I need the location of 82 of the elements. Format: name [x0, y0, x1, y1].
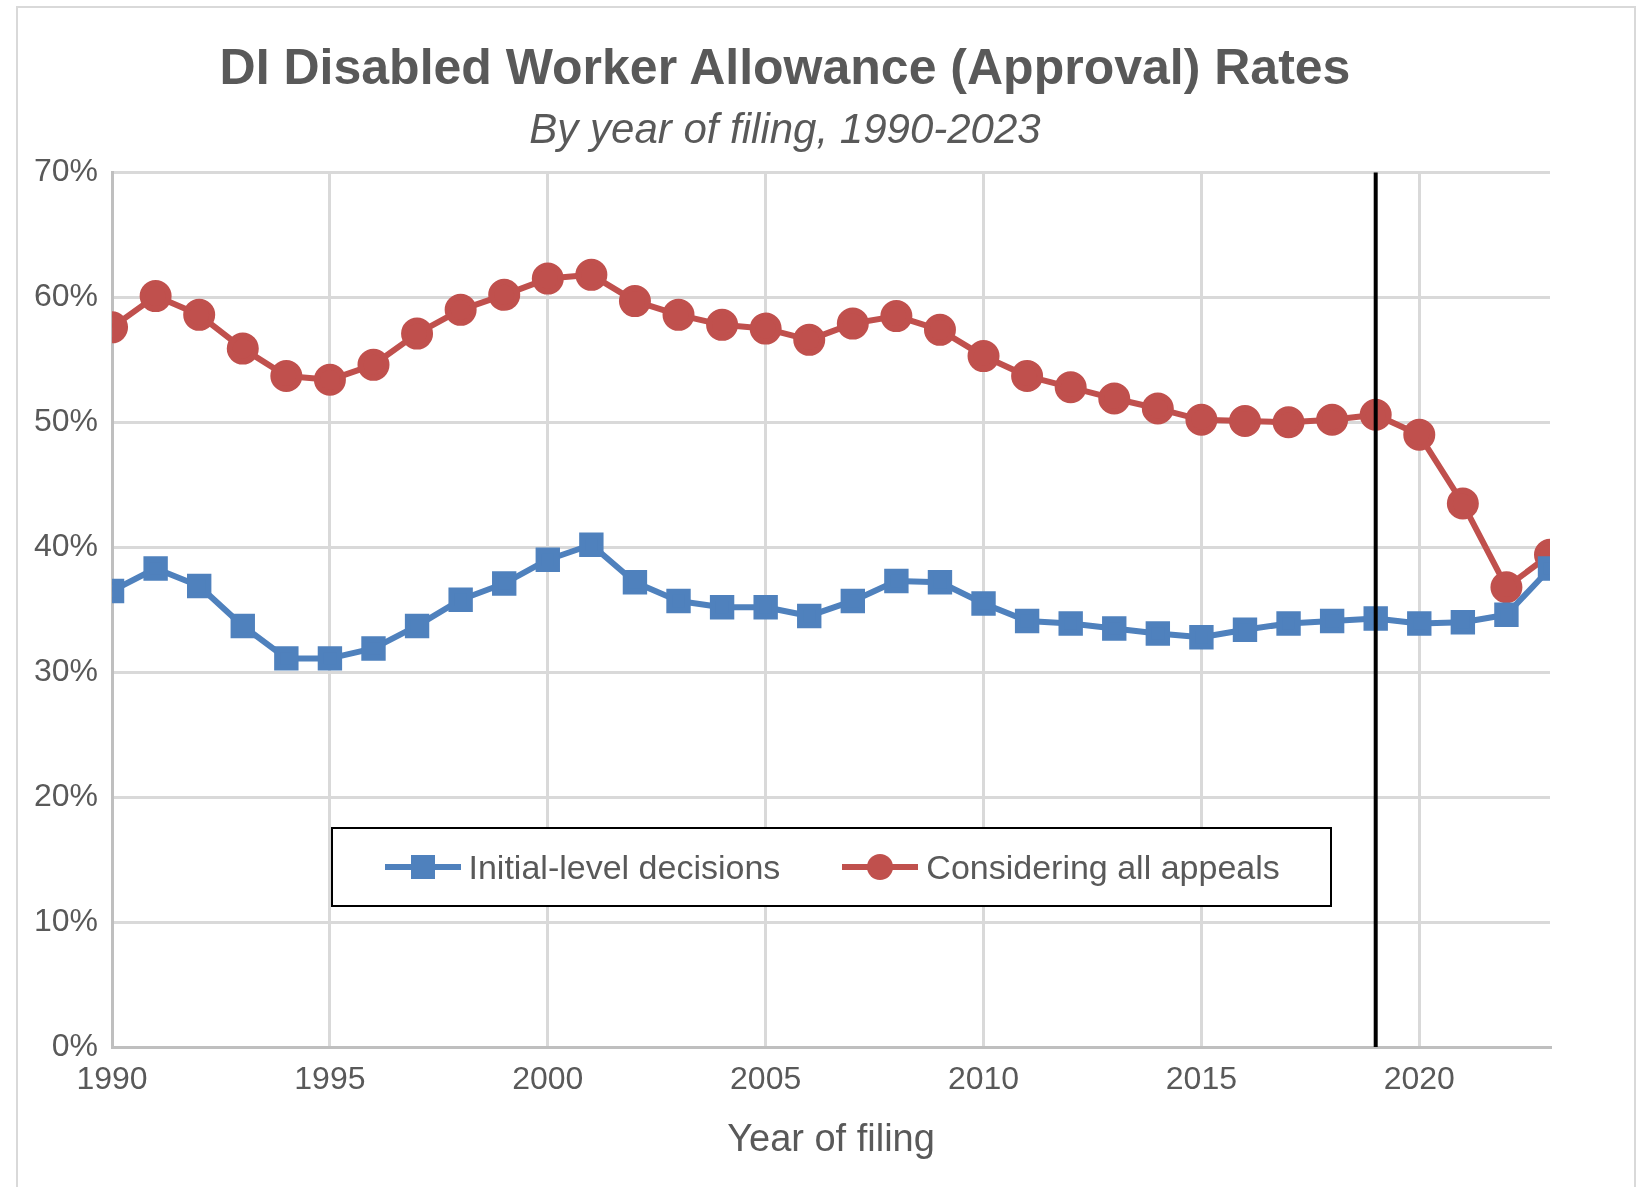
point [579, 532, 604, 557]
point [1054, 371, 1087, 404]
point [448, 587, 473, 612]
point [1232, 617, 1258, 642]
point [923, 313, 956, 346]
point [1141, 392, 1174, 425]
point [1403, 418, 1436, 451]
point [139, 280, 172, 313]
point [1319, 608, 1345, 634]
point [1145, 621, 1171, 646]
point [226, 332, 259, 365]
point [836, 307, 869, 340]
point [884, 568, 909, 594]
point [1011, 360, 1044, 393]
point [270, 360, 303, 393]
point [1098, 382, 1131, 415]
point [1446, 487, 1479, 520]
point [317, 646, 343, 671]
point [1058, 611, 1083, 636]
point [404, 613, 430, 639]
point [230, 613, 255, 639]
y-tick-label: 60% [34, 277, 99, 314]
point [1272, 406, 1305, 439]
point [618, 285, 651, 318]
point [143, 556, 168, 581]
point [971, 591, 996, 616]
x-tick-label: 2015 [1165, 1060, 1237, 1097]
point [274, 646, 299, 671]
point [1494, 602, 1519, 627]
y-tick-label: 40% [34, 527, 99, 564]
point [488, 278, 521, 311]
point [967, 340, 1000, 373]
point [749, 312, 782, 345]
point [357, 348, 390, 381]
y-tick-label: 20% [34, 776, 99, 813]
x-tick-label: 1990 [76, 1060, 148, 1097]
chart-subtitle: By year of filing, 1990-2023 [529, 104, 1041, 152]
point [535, 547, 560, 572]
point [1014, 608, 1040, 634]
point [361, 636, 386, 661]
y-tick-label: 30% [34, 652, 99, 688]
point [187, 573, 212, 599]
point [666, 588, 691, 614]
y-tick-label: 0% [51, 1026, 99, 1063]
point [709, 595, 735, 620]
point [1102, 616, 1127, 641]
point [492, 571, 517, 596]
point [1185, 403, 1218, 436]
x-tick-label: 2000 [512, 1060, 584, 1097]
y-tick-label: 10% [34, 901, 99, 938]
point [1490, 571, 1523, 604]
point [1228, 405, 1261, 438]
point [840, 588, 865, 614]
x-tick-label: 1995 [294, 1060, 366, 1097]
point [1316, 403, 1349, 436]
point [927, 570, 953, 595]
x-tick-label: 2010 [947, 1060, 1020, 1097]
x-axis-title: Year of filing [727, 1116, 935, 1159]
y-tick-label: 50% [34, 402, 99, 439]
point [1276, 611, 1301, 636]
point [444, 293, 477, 326]
point [575, 258, 608, 291]
point [1450, 610, 1476, 635]
legend-label: Considering all appeals [926, 847, 1280, 887]
x-tick-label: 2005 [730, 1060, 802, 1097]
chart-title: DI Disabled Worker Allowance (Approval) Rates [219, 38, 1351, 95]
point [662, 298, 695, 331]
y-tick-label: 70% [34, 152, 99, 189]
point [183, 298, 216, 331]
point [401, 317, 434, 350]
point [797, 603, 822, 629]
legend-label: Initial-level decisions [468, 847, 781, 887]
point [706, 308, 739, 341]
point [753, 595, 778, 620]
point [1189, 625, 1214, 650]
point [1407, 611, 1432, 636]
point [622, 570, 648, 595]
x-tick-label: 2020 [1383, 1060, 1455, 1097]
point [880, 300, 913, 333]
point [313, 363, 346, 396]
point [793, 323, 826, 356]
point [531, 262, 564, 295]
